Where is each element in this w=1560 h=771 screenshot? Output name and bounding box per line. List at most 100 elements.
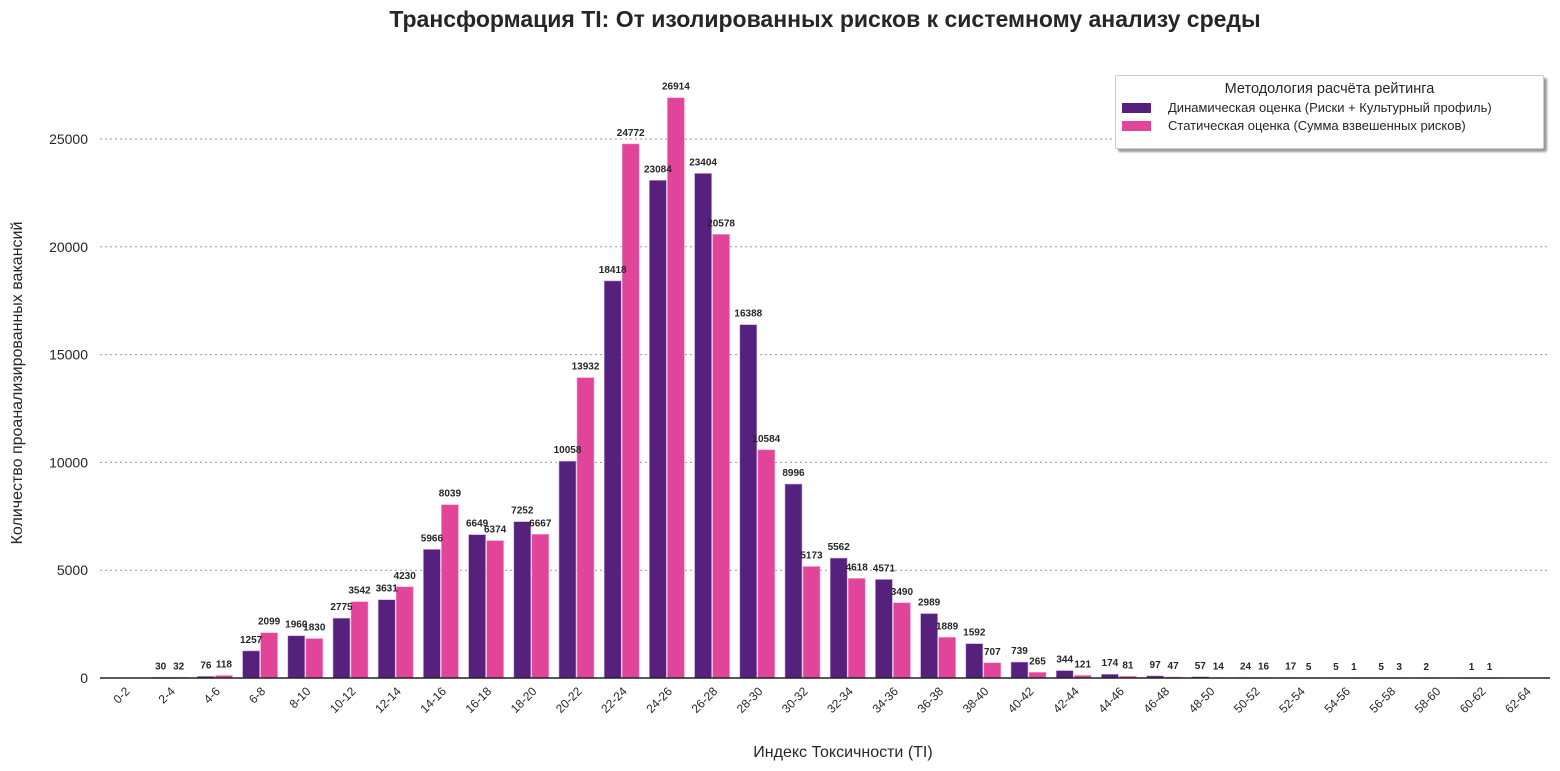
x-tick-label: 16-18: [463, 684, 495, 716]
x-tick-label: 30-32: [779, 684, 811, 716]
data-label-dynamic: 2: [1424, 662, 1430, 673]
legend-item-dynamic: Динамическая оценка (Риски + Культурный …: [1122, 100, 1543, 115]
bar-dynamic: [829, 557, 848, 679]
y-tick-label: 25000: [49, 131, 88, 147]
x-tick-label: 14-16: [417, 684, 449, 716]
data-label-dynamic: 174: [1102, 658, 1119, 669]
data-label-static: 4230: [394, 571, 417, 582]
data-label-dynamic: 5: [1378, 662, 1384, 673]
bar-static: [667, 97, 685, 679]
data-label-static: 14: [1213, 662, 1225, 673]
bar-static: [531, 533, 550, 679]
bar-dynamic: [694, 173, 712, 679]
bar-dynamic: [558, 460, 577, 679]
data-label-dynamic: 1257: [240, 635, 263, 646]
bar-static: [802, 566, 821, 679]
legend-item-static: Статическая оценка (Сумма взвешенных рис…: [1122, 118, 1543, 133]
y-tick-label: 0: [80, 670, 88, 686]
x-tick-label: 24-26: [643, 684, 675, 716]
data-label-dynamic: 76: [200, 660, 212, 671]
data-label-static: 8039: [439, 489, 462, 500]
legend-label-dynamic: Динамическая оценка (Риски + Культурный …: [1168, 100, 1492, 115]
data-label-dynamic: 16388: [734, 309, 762, 320]
data-label-dynamic: 10058: [554, 445, 582, 456]
data-label-static: 26914: [662, 82, 690, 93]
x-tick-label: 44-46: [1095, 684, 1127, 716]
bar-static: [441, 504, 459, 679]
x-tick-label: 28-30: [734, 684, 766, 716]
bar-dynamic: [513, 521, 532, 679]
legend-swatch-static: [1122, 120, 1151, 131]
y-tick-label: 15000: [49, 347, 88, 363]
x-tick-label: 8-10: [287, 684, 314, 711]
x-tick-label: 12-14: [372, 684, 404, 716]
data-label-static: 121: [1074, 659, 1091, 670]
y-tick-label: 10000: [49, 454, 88, 470]
bar-dynamic: [468, 534, 486, 679]
x-tick-label: 48-50: [1186, 684, 1218, 716]
bar-dynamic: [784, 483, 803, 679]
x-axis-title: Индекс Токсичности (TI): [753, 744, 932, 761]
data-label-dynamic: 8996: [782, 468, 805, 479]
data-label-dynamic: 17: [1285, 662, 1297, 673]
x-tick-label: 6-8: [246, 684, 268, 706]
data-label-dynamic: 23084: [644, 164, 672, 175]
data-label-static: 1: [1487, 662, 1493, 673]
data-label-static: 32: [173, 661, 185, 672]
x-tick-label: 2-4: [156, 684, 178, 706]
bar-static: [260, 632, 278, 679]
data-label-static: 3: [1396, 662, 1402, 673]
chart-title: Трансформация TI: От изолированных риско…: [389, 6, 1261, 32]
data-label-dynamic: 7252: [511, 506, 534, 517]
bar-dynamic: [423, 549, 441, 679]
x-tick-label: 22-24: [598, 684, 630, 716]
data-label-dynamic: 57: [1195, 661, 1207, 672]
data-label-static: 3542: [348, 586, 371, 597]
legend-title: Методология расчёта рейтинга: [1224, 81, 1435, 97]
legend-label-static: Статическая оценка (Сумма взвешенных рис…: [1168, 118, 1466, 133]
x-tick-label: 26-28: [689, 684, 721, 716]
data-label-dynamic: 4571: [873, 563, 896, 574]
bar-static: [893, 602, 911, 679]
x-tick-label: 58-60: [1412, 684, 1444, 716]
bar-dynamic: [739, 324, 758, 679]
data-label-static: 81: [1122, 660, 1134, 671]
x-tick-label: 42-44: [1050, 684, 1082, 716]
data-label-static: 47: [1168, 661, 1180, 672]
x-tick-label: 10-12: [327, 684, 359, 716]
data-label-static: 24772: [617, 128, 645, 139]
x-tick-label: 60-62: [1457, 684, 1489, 716]
x-tick-label: 0-2: [110, 684, 132, 706]
bar-dynamic: [1010, 661, 1029, 679]
data-label-dynamic: 2989: [918, 598, 941, 609]
legend-swatch-dynamic: [1122, 102, 1151, 113]
legend: Методология расчёта рейтинга Динамическа…: [1115, 75, 1544, 149]
x-tick-label: 56-58: [1367, 684, 1399, 716]
data-label-static: 265: [1029, 656, 1046, 667]
x-tick-label: 34-36: [869, 684, 901, 716]
data-label-static: 1: [1351, 662, 1357, 673]
bar-static: [983, 662, 1002, 679]
data-label-dynamic: 2775: [330, 602, 353, 613]
bar-static: [305, 638, 324, 679]
data-label-dynamic: 739: [1011, 646, 1028, 657]
x-tick-label: 40-42: [1005, 684, 1037, 716]
bar-dynamic: [287, 635, 306, 679]
y-axis-title: Количество проанализированных вакансий: [9, 222, 26, 545]
data-label-dynamic: 1960: [285, 620, 308, 631]
data-label-dynamic: 5562: [828, 542, 851, 553]
data-label-static: 118: [216, 659, 233, 670]
bar-dynamic: [649, 180, 667, 679]
data-label-dynamic: 1592: [963, 628, 986, 639]
data-label-static: 5173: [800, 550, 823, 561]
bar-static: [621, 143, 640, 679]
x-tick-label: 32-34: [824, 684, 856, 716]
data-label-dynamic: 18418: [599, 265, 627, 276]
data-label-static: 10584: [752, 434, 780, 445]
y-tick-label: 5000: [57, 562, 88, 578]
data-label-static: 1889: [936, 621, 959, 632]
bar-dynamic: [603, 280, 622, 679]
data-label-static: 4618: [846, 562, 869, 573]
x-tick-label: 52-54: [1276, 684, 1308, 716]
